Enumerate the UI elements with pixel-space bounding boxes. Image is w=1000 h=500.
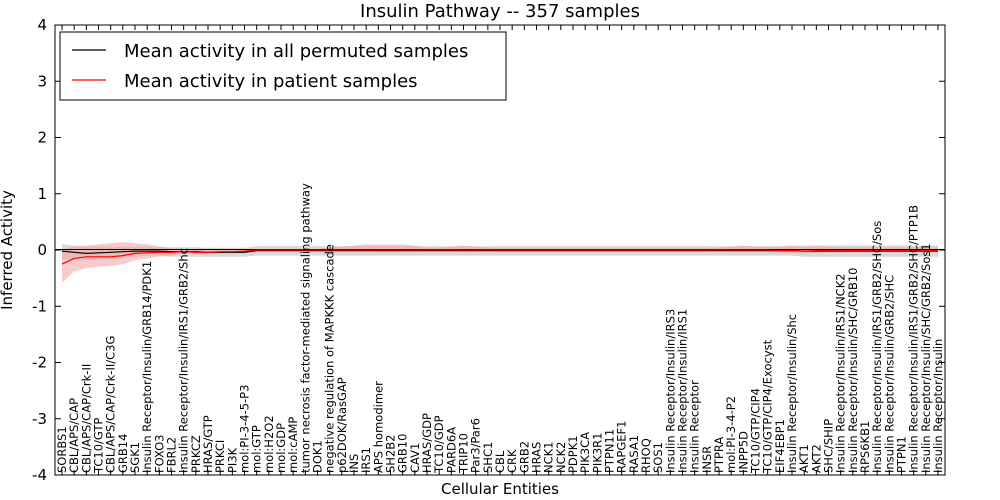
x-tick-label: Insulin Receptor/Insulin/SHC/GRB10 xyxy=(846,268,860,473)
x-tick-label: mol:cAMP xyxy=(286,417,300,473)
x-tick-label: HRAS xyxy=(530,442,544,473)
x-tick-label: RAPGEF1 xyxy=(615,421,629,473)
x-tick-label: PTPN11 xyxy=(603,429,617,473)
legend-box xyxy=(59,31,507,101)
x-tick-label: p62DOK/RasGAP xyxy=(335,377,349,473)
x-tick-label: SORBS1 xyxy=(55,426,69,473)
x-tick-label: Insulin Receptor/Insulin/IRS1/GRB2/SHC/S… xyxy=(870,221,884,473)
x-tick-label: CBL/APS/CAP xyxy=(67,398,81,473)
legend-label-patient: Mean activity in patient samples xyxy=(124,71,418,92)
x-tick-label: Insulin Receptor/Insulin/GRB2/SHC xyxy=(882,275,896,473)
x-tick-label: mol:PI-3-4-5-P3 xyxy=(238,385,252,473)
x-tick-label: mol:GTP xyxy=(250,425,264,473)
y-tick-label: 0 xyxy=(37,241,47,259)
x-tick-label: CBL/APS/CAP/Crk-II/C3G xyxy=(104,336,118,473)
x-tick-label: CBL xyxy=(493,450,507,473)
legend: Mean activity in all permuted samples Me… xyxy=(59,31,507,101)
x-tick-label: Insulin Receptor/Insulin/IRS1/NCK2 xyxy=(834,273,848,473)
x-tick-label: TRIP10 xyxy=(457,433,471,474)
x-tick-label: tumor necrosis factor-mediated signaling… xyxy=(298,183,312,473)
y-axis-label: Inferred Activity xyxy=(0,190,16,310)
x-tick-label: INSR xyxy=(700,446,714,473)
x-tick-label: TC10/GTP/CIP4/Exocyst xyxy=(761,339,775,474)
y-tick-label: -3 xyxy=(32,410,47,428)
x-tick-label: RHOQ xyxy=(639,438,653,473)
x-tick-label: negative regulation of MAPKKK cascade xyxy=(323,244,337,473)
x-tick-label: CAV1 xyxy=(408,443,422,473)
x-tick-label: mol:H2O2 xyxy=(262,415,276,473)
x-tick-label: mol:GDP xyxy=(274,423,288,473)
x-tick-label: HRAS/GDP xyxy=(420,413,434,473)
y-axis: -4 -3 -2 -1 0 1 2 3 4 xyxy=(32,16,945,484)
x-tick-label: Insulin Receptor/Insulin xyxy=(931,339,945,473)
x-tick-label: DOK1 xyxy=(311,440,325,473)
y-tick-label: -1 xyxy=(32,297,47,315)
x-tick-label: PTPN1 xyxy=(895,436,909,473)
x-tick-label: SH2B2 xyxy=(384,435,398,473)
x-tick-label: RPS6KB1 xyxy=(858,421,872,473)
x-tick-label: NCK2 xyxy=(554,442,568,474)
x-tick-label: EIF4EBP1 xyxy=(773,419,787,473)
x-tick-label: APS homodimer xyxy=(371,381,385,473)
x-tick-label: Insulin Receptor/Insulin/SHC/GRB2/Sos1 xyxy=(919,243,933,473)
y-tick-label: 1 xyxy=(37,185,47,203)
x-tick-label: GRB2 xyxy=(517,441,531,473)
series-lines xyxy=(61,249,938,265)
x-tick-label: CRK xyxy=(505,449,519,473)
x-tick-label: FBRL2 xyxy=(165,437,179,473)
x-tick-label: Par3/Par6 xyxy=(469,418,483,473)
x-tick-label: PRKCI xyxy=(213,440,227,473)
x-tick-label: AKT1 xyxy=(797,444,811,473)
x-tick-label: Insulin Receptor xyxy=(688,380,702,473)
x-tick-label: SHC1 xyxy=(481,442,495,473)
x-tick-label: IRS1 xyxy=(359,447,373,473)
x-tick-label: SOS1 xyxy=(651,442,665,473)
x-tick-label: PRKCZ xyxy=(189,435,203,473)
x-tick-label: Insulin Receptor/Insulin/IRS1/GRB2/SHC/P… xyxy=(907,205,921,473)
y-tick-label: -2 xyxy=(32,354,47,372)
x-tick-label: SGK1 xyxy=(128,442,142,473)
x-tick-label: AKT2 xyxy=(809,444,823,473)
x-tick-label: PARD6A xyxy=(444,427,458,473)
x-tick-label: TC10/GDP xyxy=(432,415,446,474)
x-tick-label: HRAS/GTP xyxy=(201,415,215,473)
x-tick-label: PTPRA xyxy=(712,437,726,473)
x-tick-label: GRB10 xyxy=(396,434,410,473)
x-tick-label: TC10/GTP/CIP4 xyxy=(749,388,763,474)
x-tick-label: PDPK1 xyxy=(566,435,580,473)
series-line-patient xyxy=(61,249,938,265)
x-tick-label: GRB14 xyxy=(116,434,130,473)
x-tick-label: PI3K xyxy=(225,447,239,473)
y-tick-label: 2 xyxy=(37,129,47,147)
x-tick-label: Insulin Receptor/Insulin/Shc xyxy=(785,314,799,473)
chart-title: Insulin Pathway -- 357 samples xyxy=(360,1,640,22)
x-tick-label: NCK1 xyxy=(542,442,556,474)
x-axis: SORBS1CBL/APS/CAPCBL/APS/CAP/Crk-IITC10/… xyxy=(55,25,945,475)
x-tick-label: Insulin Receptor/Insulin/IRS3 xyxy=(663,309,677,473)
x-tick-label: CBL/APS/CAP/Crk-II xyxy=(79,364,93,473)
x-tick-label: mol:PI-3-4-P2 xyxy=(724,396,738,473)
x-tick-label: RASA1 xyxy=(627,435,641,473)
x-tick-label: Insulin Receptor/Insulin/GRB14/PDK1 xyxy=(140,261,154,473)
x-tick-label: FOXO3 xyxy=(152,435,166,473)
x-tick-label: TC10/GTP xyxy=(92,418,106,474)
x-tick-label: SHC/SHIP xyxy=(822,419,836,473)
x-tick-label: INS xyxy=(347,454,361,473)
x-tick-label: PIK3R1 xyxy=(590,433,604,474)
x-tick-label: Insulin Receptor/Insulin/IRS1 xyxy=(676,309,690,473)
legend-label-permuted: Mean activity in all permuted samples xyxy=(124,41,468,62)
y-tick-label: 4 xyxy=(37,16,47,34)
x-tick-label: Insulin Receptor/Insulin/IRS1/GRB2/Shc xyxy=(177,248,191,473)
x-axis-label: Cellular Entities xyxy=(441,480,559,498)
x-tick-label: INPP5D xyxy=(736,431,750,473)
y-tick-label: 3 xyxy=(37,72,47,90)
y-tick-label: -4 xyxy=(32,466,47,484)
x-tick-label: PIK3CA xyxy=(578,432,592,473)
